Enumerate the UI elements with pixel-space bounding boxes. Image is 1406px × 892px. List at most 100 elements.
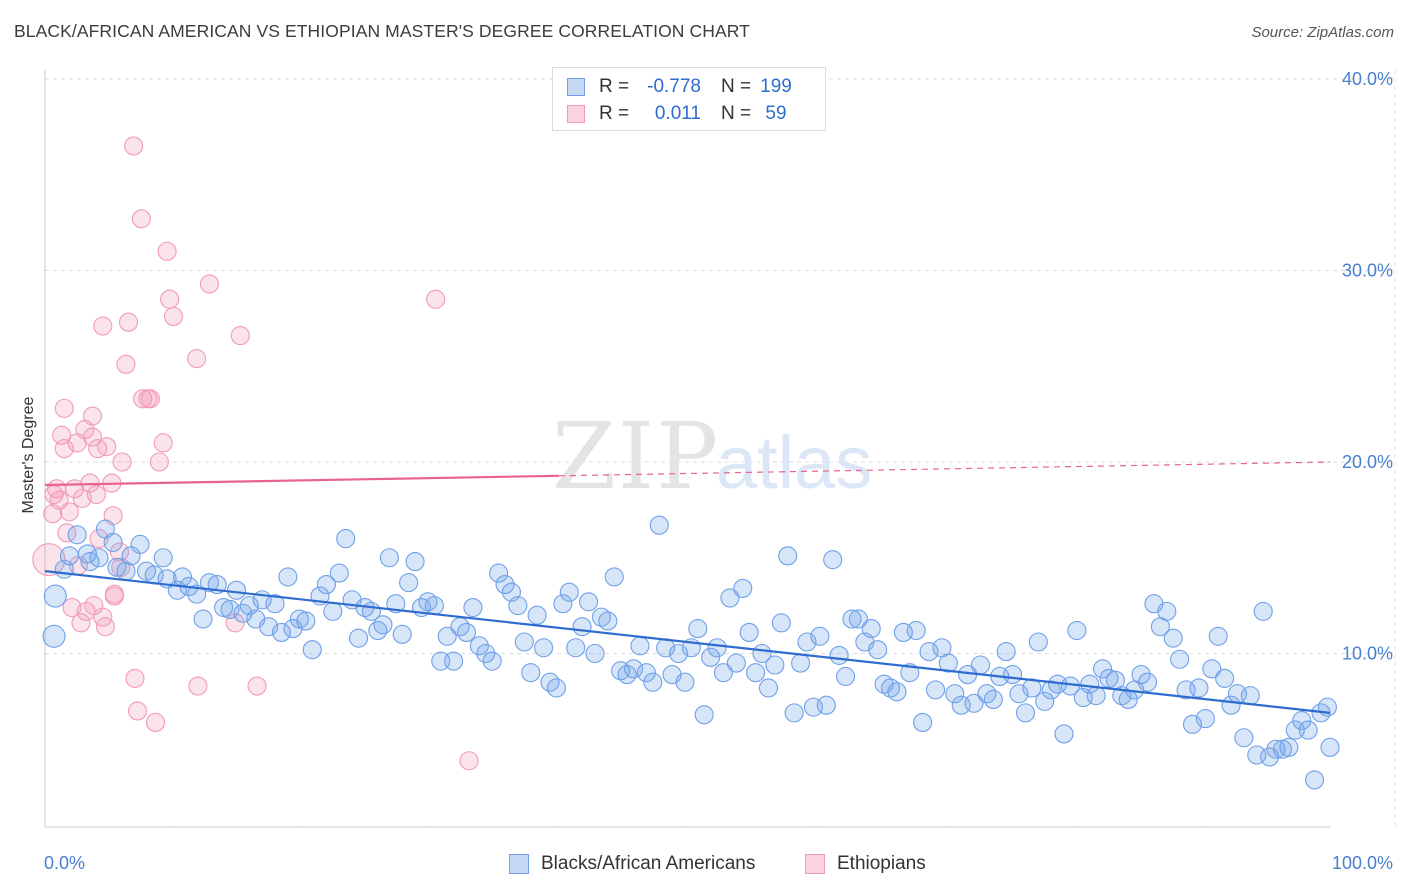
blacks-point: [271, 622, 291, 642]
ethiopians-points: [32, 136, 479, 771]
blacks-point: [566, 638, 586, 658]
blacks-point: [836, 666, 856, 687]
n-value: 59: [765, 103, 787, 124]
blacks-point: [842, 609, 862, 629]
ethiopians-point: [199, 274, 220, 294]
blacks-point: [265, 594, 285, 614]
blacks-point: [405, 552, 425, 572]
blacks-point: [508, 596, 528, 616]
blacks-point: [1305, 770, 1325, 790]
ethiopians-point: [426, 289, 446, 309]
blacks-point: [823, 550, 843, 570]
blacks-point: [1215, 668, 1235, 688]
blacks-point: [1320, 737, 1340, 757]
blacks-point: [636, 663, 656, 683]
ethiopians-trend-line-dashed: [558, 461, 1331, 477]
blacks-point: [424, 596, 444, 616]
n-label: N =: [721, 76, 752, 97]
blacks-point: [1253, 601, 1273, 621]
ethiopians-point: [116, 354, 136, 374]
ethiopians-point: [118, 312, 139, 332]
blacks-point: [1054, 724, 1074, 744]
blacks-point: [67, 525, 87, 545]
blacks-point: [42, 624, 66, 648]
blue-swatch: [509, 854, 529, 874]
blacks-point: [59, 546, 79, 566]
blacks-point: [444, 651, 464, 671]
ethiopians-point: [86, 485, 106, 505]
ethiopians-point: [149, 452, 169, 472]
blacks-point: [386, 594, 406, 614]
blacks-point: [1170, 649, 1190, 669]
blacks-point: [572, 617, 592, 637]
blacks-point: [861, 619, 881, 639]
blacks-point: [938, 653, 958, 673]
n-value: 199: [760, 76, 792, 97]
y-tick-label: 40.0%: [1342, 69, 1393, 89]
blacks-point: [1182, 714, 1203, 734]
blacks-point: [784, 703, 804, 723]
blacks-point: [373, 615, 393, 635]
blacks-point: [1035, 691, 1055, 711]
blacks-point: [675, 672, 695, 692]
ethiopians-point: [71, 613, 91, 633]
blacks-point: [919, 642, 939, 662]
ethiopians-point: [76, 601, 96, 621]
blacks-trend-line: [44, 570, 1331, 714]
blacks-point: [259, 617, 279, 637]
ethiopians-point: [125, 668, 145, 688]
blacks-point: [463, 597, 483, 618]
blacks-point: [1157, 601, 1177, 621]
ethiopians-point: [89, 529, 109, 549]
blacks-point: [771, 613, 791, 633]
blacks-point: [945, 684, 965, 704]
watermark-atlas: atlas: [716, 421, 872, 504]
blacks-point: [527, 605, 547, 625]
blacks-point: [585, 643, 605, 664]
blacks-point: [220, 599, 240, 620]
blacks-point: [77, 544, 97, 564]
blacks-point: [623, 659, 644, 679]
trend-lines: [44, 461, 1331, 714]
blacks-point: [1272, 739, 1293, 759]
blacks-point: [489, 563, 509, 583]
blacks-point: [329, 563, 349, 583]
blacks-point: [598, 611, 618, 631]
blacks-point: [630, 636, 650, 656]
blacks-point: [153, 548, 173, 568]
blacks-point: [546, 678, 566, 698]
ethiopians-point: [72, 488, 92, 508]
blacks-point: [1015, 703, 1036, 723]
legend-label: Ethiopians: [837, 853, 926, 874]
blacks-point: [368, 620, 388, 641]
blacks-point: [469, 636, 489, 656]
tick-labels: 10.0% 20.0% 30.0% 40.0% 0.0% 100.0%: [44, 69, 1393, 873]
blacks-point: [797, 632, 817, 652]
x-tick-label: 100.0%: [1332, 853, 1393, 873]
ethiopians-point: [54, 398, 74, 418]
ethiopians-point: [187, 349, 207, 369]
blacks-point: [316, 575, 336, 595]
source-label: Source: ZipAtlas.com: [1251, 24, 1394, 41]
y-tick-label: 10.0%: [1342, 644, 1393, 664]
blacks-point: [983, 689, 1003, 710]
blacks-point: [964, 693, 984, 713]
ethiopians-point: [163, 306, 184, 327]
ethiopians-point: [104, 586, 124, 606]
blacks-point: [1240, 686, 1260, 706]
blacks-point: [604, 567, 624, 587]
blacks-point: [399, 573, 419, 593]
blacks-point: [553, 594, 573, 614]
r-label: R =: [599, 103, 630, 124]
ethiopians-point: [188, 676, 208, 696]
blacks-point: [733, 578, 753, 598]
y-tick-label: 30.0%: [1342, 261, 1393, 281]
blacks-point: [1208, 626, 1228, 646]
blacks-point: [1292, 710, 1312, 731]
ethiopians-point: [54, 439, 74, 459]
ethiopians-point: [131, 209, 151, 229]
ethiopians-point: [133, 389, 153, 409]
bottom-legend-blacks: Blacks/African Americans: [509, 852, 755, 876]
blacks-point: [726, 653, 746, 673]
blacks-point: [1234, 728, 1254, 748]
